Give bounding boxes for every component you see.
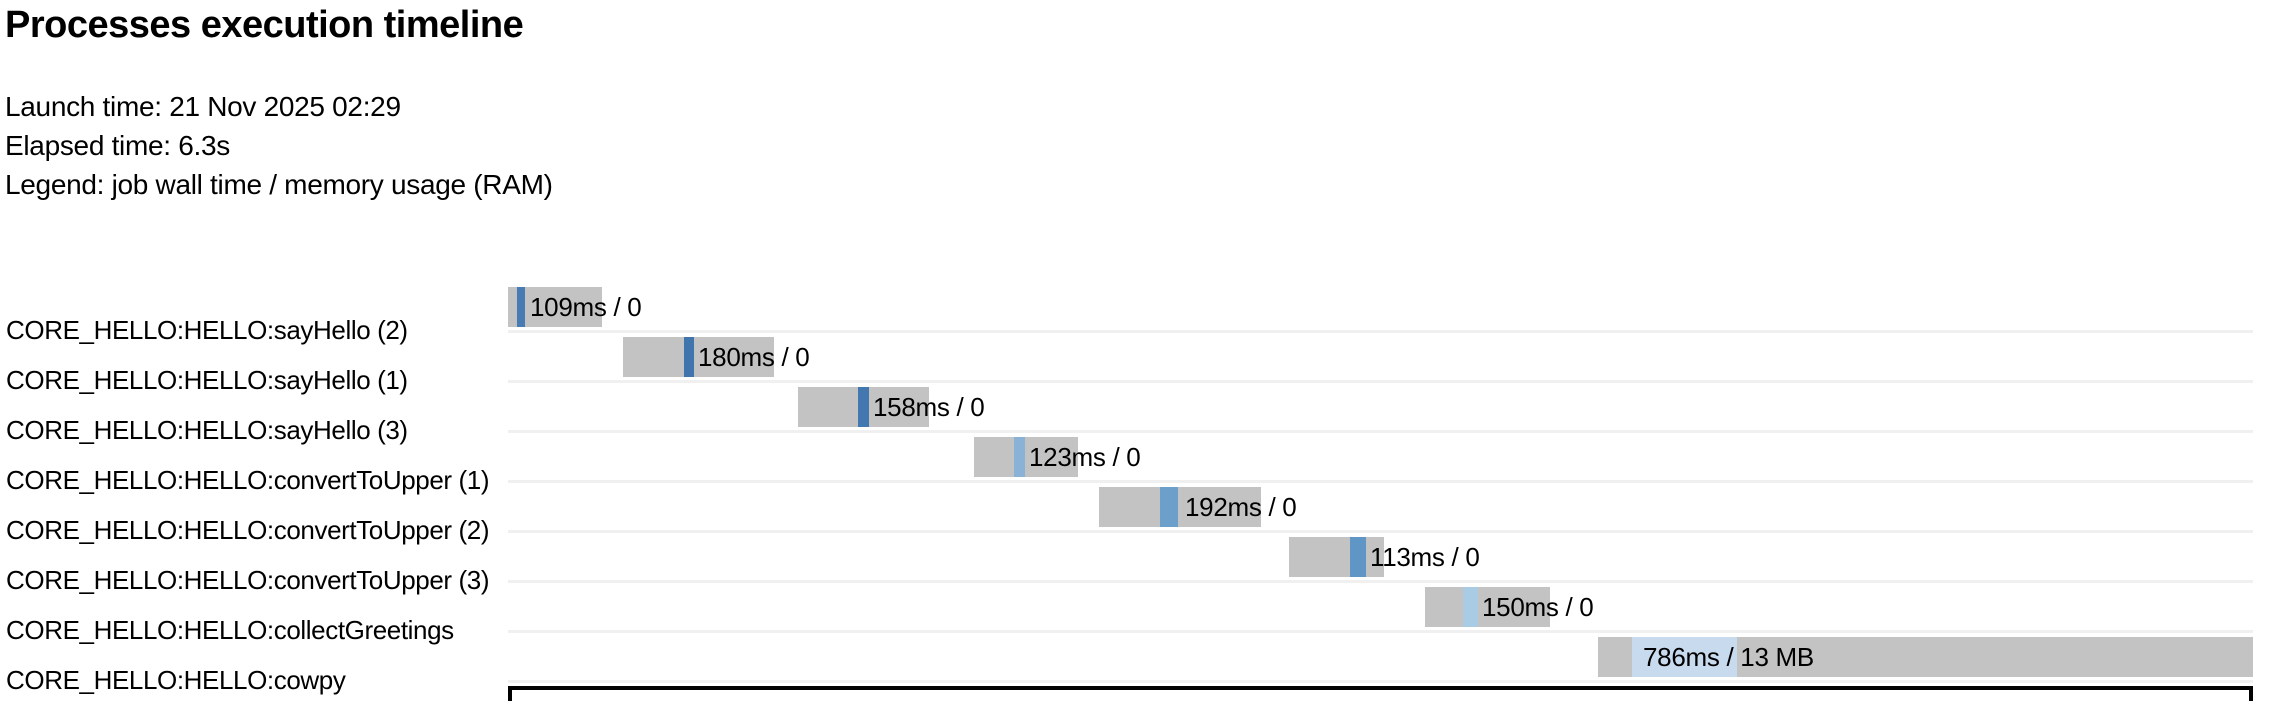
execution-segment [1160,487,1178,527]
bar-value-label: 180ms / 0 [698,342,810,372]
launch-time-text: Launch time: 21 Nov 2025 02:29 [5,91,401,122]
execution-segment [1014,437,1025,477]
process-label: CORE_HELLO:HELLO:convertToUpper (2) [6,515,490,545]
row-gridline [508,480,2253,483]
x-axis-right-tick [2249,686,2253,701]
process-label: CORE_HELLO:HELLO:sayHello (2) [6,315,408,345]
execution-segment [1463,587,1478,627]
page-title: Processes execution timeline [5,4,524,46]
row-gridline [508,330,2253,333]
x-axis-left-tick [508,686,512,701]
row-gridline [508,430,2253,433]
wall-time-bar [974,437,1078,477]
execution-segment [684,337,694,377]
bar-value-label: 158ms / 0 [873,392,985,422]
row-gridline [508,580,2253,583]
process-label: CORE_HELLO:HELLO:cowpy [6,665,346,695]
process-label: CORE_HELLO:HELLO:sayHello (1) [6,365,408,395]
execution-segment [1632,637,1737,677]
run-meta-block: Launch time: 21 Nov 2025 02:29 Elapsed t… [5,87,553,204]
elapsed-time-text: Elapsed time: 6.3s [5,130,230,161]
bar-value-label: 150ms / 0 [1482,592,1594,622]
wall-time-bar [1289,537,1384,577]
bar-value-label: 192ms / 0 [1185,492,1297,522]
bar-value-label: 786ms / 13 MB [1643,642,1814,672]
row-gridline [508,680,2253,683]
process-label: CORE_HELLO:HELLO:collectGreetings [6,615,454,645]
wall-time-bar [1425,587,1550,627]
execution-segment [858,387,869,427]
execution-segment [1350,537,1366,577]
row-gridline [508,630,2253,633]
process-label: CORE_HELLO:HELLO:sayHello (3) [6,415,408,445]
legend-text: Legend: job wall time / memory usage (RA… [5,169,553,200]
row-gridline [508,530,2253,533]
bar-value-label: 123ms / 0 [1029,442,1141,472]
wall-time-bar [1099,487,1261,527]
wall-time-bar [623,337,774,377]
process-label: CORE_HELLO:HELLO:convertToUpper (3) [6,565,490,595]
process-label: CORE_HELLO:HELLO:convertToUpper (1) [6,465,490,495]
bar-value-label: 109ms / 0 [530,292,642,322]
x-axis-domain-line [508,686,2253,690]
bar-value-label: 113ms / 0 [1370,542,1480,572]
row-gridline [508,380,2253,383]
execution-segment [517,287,525,327]
